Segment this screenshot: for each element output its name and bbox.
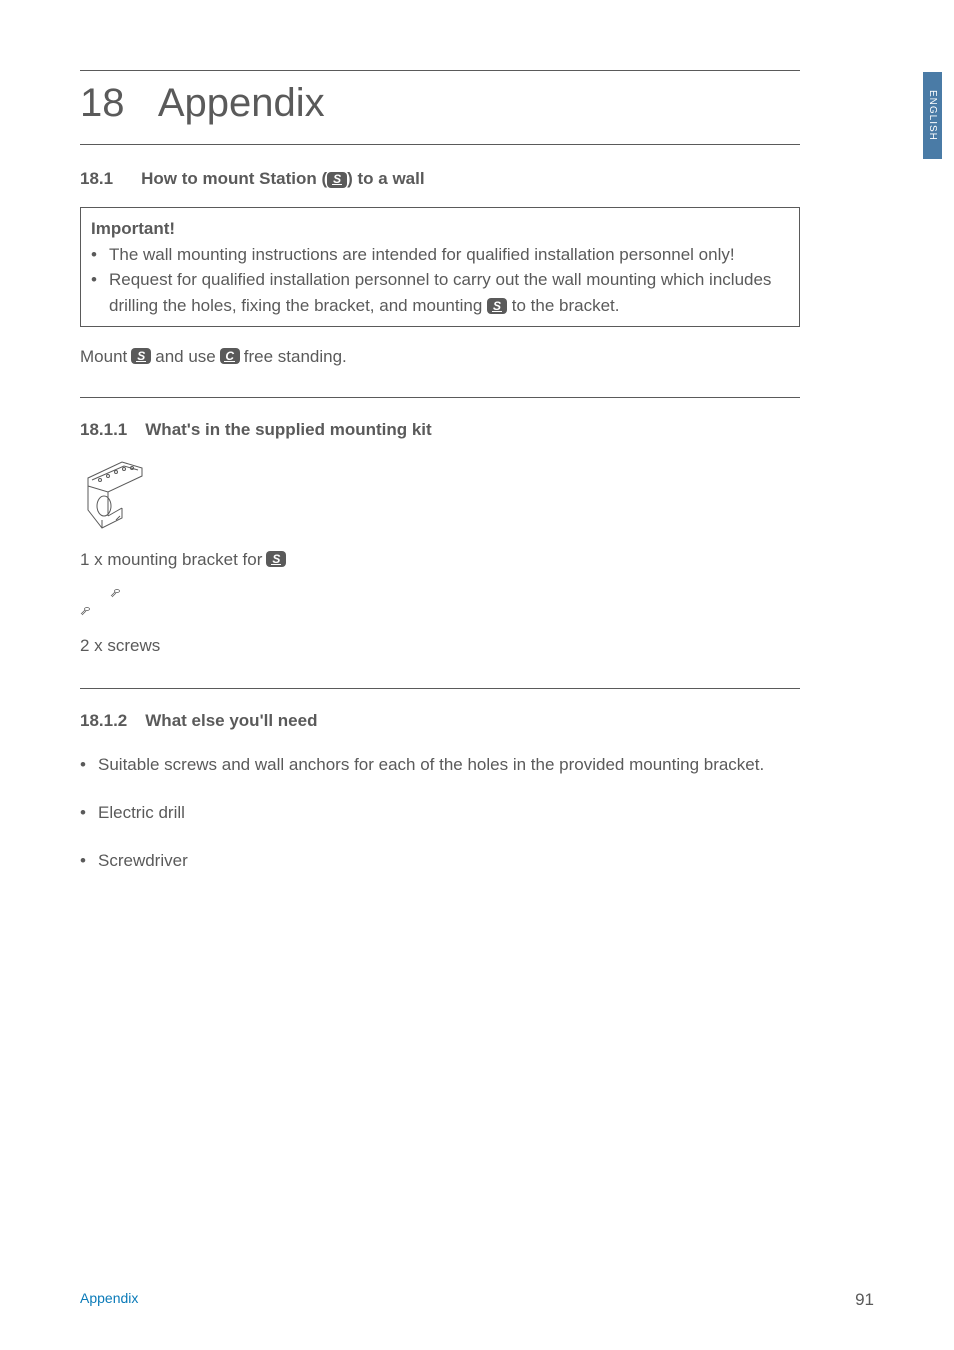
important-box: Important! • The wall mounting instructi… [80,207,800,327]
rule-top [80,70,800,71]
subsection-1-number: 18.1.1 [80,420,127,440]
rule-sub1 [80,397,800,398]
rule-sub2 [80,688,800,689]
chapter-number: 18 [80,81,125,125]
important-bullet-1: • The wall mounting instructions are int… [91,242,789,268]
bullet-dot: • [80,803,90,823]
section-title-after: ) to a wall [347,169,424,188]
need-item-1: • Suitable screws and wall anchors for e… [80,755,800,775]
chapter-heading: 18 Appendix [80,81,800,126]
mount-instruction: Mount S and use C free standing. [80,347,800,367]
center-icon: C [220,348,240,364]
subsection-2-title: What else you'll need [145,711,317,731]
language-tab: ENGLISH [923,72,942,159]
need-text-1: Suitable screws and wall anchors for eac… [98,755,764,775]
important-text-2-after: to the bracket. [507,296,619,315]
chapter-title-text: Appendix [158,81,325,125]
station-icon: S [266,551,286,567]
rule-under-chapter [80,144,800,145]
bullet-dot: • [91,242,101,268]
need-text-2: Electric drill [98,803,185,823]
section-number: 18.1 [80,169,113,189]
kit-item-screws: 2 x screws [80,636,800,656]
subsection-2-number: 18.1.2 [80,711,127,731]
bullet-dot: • [80,755,90,775]
station-icon: S [487,298,507,314]
important-text-2-before: Request for qualified installation perso… [109,270,771,315]
bracket-illustration [80,458,800,538]
page-content: 18 Appendix 18.1 How to mount Station (S… [0,0,880,939]
screw-icon [80,606,90,618]
subsection-1-heading: 18.1.1 What's in the supplied mounting k… [80,420,800,440]
need-item-3: • Screwdriver [80,851,800,871]
bullet-dot: • [80,851,90,871]
bullet-dot: • [91,267,101,318]
page-footer: Appendix 91 [80,1290,874,1310]
footer-section-name: Appendix [80,1290,138,1310]
footer-page-number: 91 [855,1290,874,1310]
important-text-1: The wall mounting instructions are inten… [109,242,735,268]
needs-list: • Suitable screws and wall anchors for e… [80,755,800,871]
station-icon: S [327,172,347,188]
section-title-before: How to mount Station ( [141,169,327,188]
screws-illustration [80,584,800,624]
section-heading: 18.1 How to mount Station (S) to a wall [80,169,800,189]
section-title: How to mount Station (S) to a wall [141,169,425,189]
mount-after: free standing. [244,347,347,367]
important-label: Important! [91,216,789,242]
mount-before: Mount [80,347,127,367]
need-text-3: Screwdriver [98,851,188,871]
important-bullet-2: • Request for qualified installation per… [91,267,789,318]
station-icon: S [131,348,151,364]
kit-item-bracket: 1 x mounting bracket for S [80,550,800,570]
kit-item-screws-text: 2 x screws [80,636,160,656]
subsection-2-heading: 18.1.2 What else you'll need [80,711,800,731]
subsection-1-title: What's in the supplied mounting kit [145,420,431,440]
mount-mid: and use [155,347,216,367]
important-text-2: Request for qualified installation perso… [109,267,789,318]
kit-item-bracket-text: 1 x mounting bracket for [80,550,262,570]
screw-icon [110,588,120,600]
need-item-2: • Electric drill [80,803,800,823]
